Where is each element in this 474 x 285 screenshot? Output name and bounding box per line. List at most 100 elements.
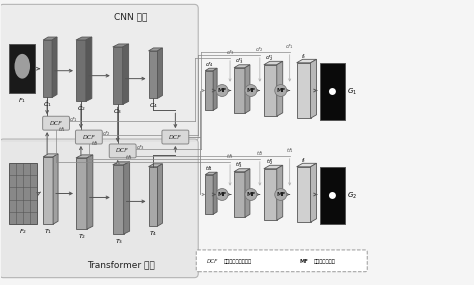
Polygon shape	[76, 158, 87, 229]
Polygon shape	[76, 155, 93, 158]
Text: $C_3$: $C_3$	[113, 107, 122, 116]
Text: 跨尺度融合模块: 跨尺度融合模块	[313, 259, 336, 264]
Text: $tf_2$: $tf_2$	[256, 149, 264, 158]
Polygon shape	[245, 65, 250, 113]
Text: $tf_3$: $tf_3$	[226, 152, 234, 161]
Polygon shape	[157, 48, 163, 98]
Polygon shape	[123, 44, 128, 104]
Ellipse shape	[15, 54, 30, 79]
Polygon shape	[264, 165, 283, 169]
FancyBboxPatch shape	[199, 255, 226, 269]
Polygon shape	[205, 175, 213, 214]
Circle shape	[245, 189, 257, 200]
Polygon shape	[264, 169, 277, 220]
Polygon shape	[205, 172, 217, 175]
Text: MF: MF	[276, 192, 285, 197]
Text: $cf_2'$: $cf_2'$	[265, 53, 274, 63]
Polygon shape	[234, 172, 245, 217]
Polygon shape	[9, 44, 35, 93]
Polygon shape	[9, 163, 37, 224]
Polygon shape	[53, 154, 58, 224]
Text: $tf_1$: $tf_1$	[286, 146, 294, 155]
Text: $cf_1$: $cf_1$	[285, 42, 294, 51]
Text: $G_2$: $G_2$	[347, 190, 357, 201]
Polygon shape	[43, 40, 52, 97]
Polygon shape	[319, 167, 346, 224]
Polygon shape	[113, 44, 128, 47]
Polygon shape	[148, 167, 157, 226]
Polygon shape	[213, 68, 217, 110]
Text: MF: MF	[299, 259, 308, 264]
Text: DCF: DCF	[116, 148, 129, 153]
Polygon shape	[148, 164, 163, 167]
Polygon shape	[234, 68, 245, 113]
Polygon shape	[205, 71, 213, 110]
FancyBboxPatch shape	[43, 116, 70, 130]
Text: $F_2$: $F_2$	[19, 227, 27, 236]
Text: CNN 分支: CNN 分支	[114, 12, 147, 21]
FancyBboxPatch shape	[0, 4, 198, 141]
Polygon shape	[87, 155, 93, 229]
Circle shape	[216, 85, 228, 96]
Text: $T_1$: $T_1$	[44, 227, 52, 236]
Text: $cf_4$: $cf_4$	[205, 60, 214, 69]
FancyBboxPatch shape	[162, 130, 189, 144]
Text: DCF: DCF	[169, 135, 182, 140]
Polygon shape	[310, 59, 317, 118]
Text: $tf_2'$: $tf_2'$	[266, 157, 274, 167]
FancyBboxPatch shape	[75, 130, 102, 144]
Polygon shape	[113, 47, 123, 104]
Text: $tf_3'$: $tf_3'$	[235, 160, 243, 170]
Circle shape	[298, 256, 310, 268]
Polygon shape	[76, 37, 92, 40]
Polygon shape	[264, 61, 283, 65]
Polygon shape	[43, 154, 58, 157]
Polygon shape	[43, 37, 57, 40]
Text: $f_t$: $f_t$	[301, 156, 306, 165]
Polygon shape	[277, 165, 283, 220]
Polygon shape	[148, 48, 163, 51]
Polygon shape	[205, 68, 217, 71]
Polygon shape	[234, 65, 250, 68]
Polygon shape	[264, 65, 277, 116]
Polygon shape	[113, 162, 129, 165]
Text: $C_1$: $C_1$	[43, 100, 52, 109]
Polygon shape	[157, 164, 163, 226]
Text: DCF: DCF	[82, 135, 95, 140]
Text: $tf_4$: $tf_4$	[205, 164, 213, 173]
Polygon shape	[297, 163, 317, 167]
Polygon shape	[148, 51, 157, 98]
Text: DCF: DCF	[207, 259, 218, 264]
Text: $f_c$: $f_c$	[301, 52, 307, 61]
Text: $cf_3$: $cf_3$	[226, 48, 235, 57]
Text: $T_3$: $T_3$	[115, 237, 123, 246]
Polygon shape	[297, 167, 310, 222]
Text: MF: MF	[218, 192, 227, 197]
Polygon shape	[297, 59, 317, 63]
Text: $C_2$: $C_2$	[77, 104, 85, 113]
Text: $cf_1$: $cf_1$	[69, 115, 78, 124]
Polygon shape	[213, 172, 217, 214]
Text: $tf_3$: $tf_3$	[125, 153, 133, 162]
Text: $F_1$: $F_1$	[18, 96, 26, 105]
Circle shape	[329, 192, 336, 199]
FancyBboxPatch shape	[0, 139, 198, 278]
Polygon shape	[52, 37, 57, 97]
Polygon shape	[86, 37, 92, 101]
Text: $C_4$: $C_4$	[149, 101, 158, 110]
Text: $G_1$: $G_1$	[347, 86, 357, 97]
Text: MF: MF	[276, 88, 285, 93]
Text: $tf_2$: $tf_2$	[91, 139, 99, 148]
Text: $T_2$: $T_2$	[78, 232, 86, 241]
Polygon shape	[245, 169, 250, 217]
Text: $cf_2$: $cf_2$	[102, 129, 110, 138]
Polygon shape	[124, 162, 129, 234]
Text: Transformer 分支: Transformer 分支	[87, 261, 155, 270]
Polygon shape	[310, 163, 317, 222]
Circle shape	[329, 88, 336, 95]
Text: DCF: DCF	[50, 121, 63, 126]
Text: MF: MF	[246, 88, 255, 93]
Polygon shape	[113, 165, 124, 234]
Polygon shape	[43, 157, 53, 224]
Text: $tf_1$: $tf_1$	[58, 125, 66, 134]
